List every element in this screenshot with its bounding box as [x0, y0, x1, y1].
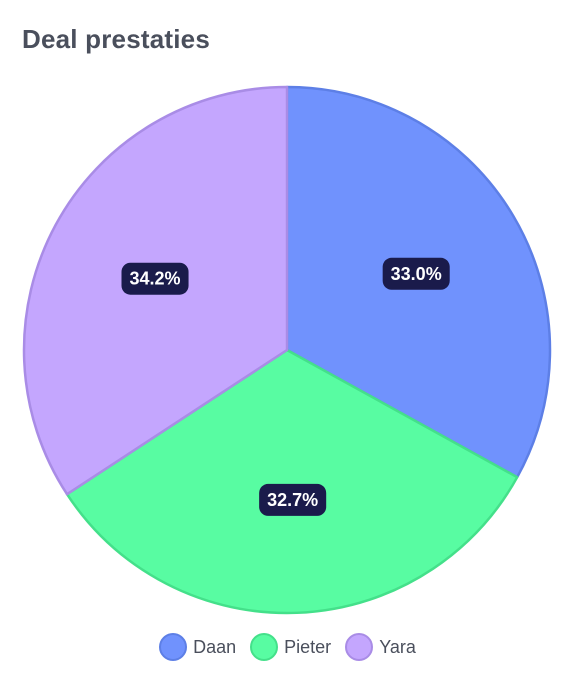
legend-item-yara[interactable]: Yara: [345, 633, 416, 661]
legend-label: Yara: [379, 636, 416, 657]
pie-slice-pieter[interactable]: [65, 348, 519, 615]
slice-label-pieter: 32.7%: [259, 483, 327, 516]
chart-legend: Daan Pieter Yara: [0, 629, 575, 665]
slice-label-text: 34.2%: [130, 269, 181, 289]
legend-swatch: [250, 633, 279, 661]
legend-item-pieter[interactable]: Pieter: [250, 633, 331, 661]
slice-label-text: 33.0%: [391, 264, 442, 284]
slice-label-box: [121, 262, 189, 295]
slice-label-box: [382, 257, 450, 290]
slice-label-text: 32.7%: [267, 490, 318, 510]
legend-swatch: [159, 633, 188, 661]
legend-item-daan[interactable]: Daan: [159, 633, 236, 661]
chart-title: Deal prestaties: [22, 24, 210, 54]
legend-label: Pieter: [284, 636, 332, 657]
legend-swatch: [345, 633, 374, 661]
pie-labels: 33.0% 32.7% 34.2%: [121, 257, 450, 516]
legend-label: Daan: [193, 636, 237, 657]
pie-slices: [22, 85, 552, 615]
slice-label-daan: 33.0%: [382, 257, 450, 290]
slice-label-box: [259, 483, 327, 516]
slice-label-yara: 34.2%: [121, 262, 189, 295]
